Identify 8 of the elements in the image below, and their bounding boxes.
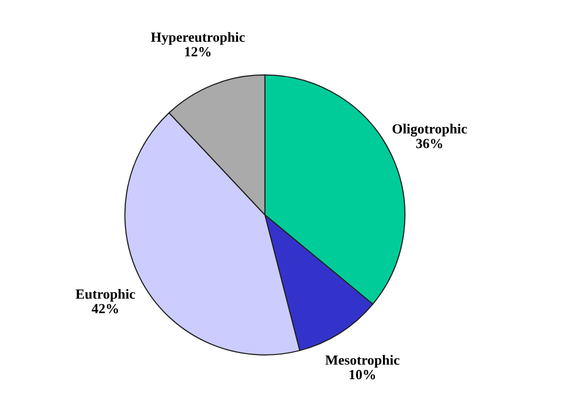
data-label: 36% — [416, 138, 442, 148]
slice-label: Oligotrophic — [392, 124, 467, 136]
data-label: 10% — [350, 370, 376, 380]
slice-label: Hypereutrophic — [150, 32, 245, 45]
slice-label: Eutrophic — [76, 289, 136, 302]
data-label: 42% — [92, 304, 118, 314]
slice-label: Mesotrophic — [325, 355, 400, 368]
data-label: 12% — [185, 47, 210, 56]
